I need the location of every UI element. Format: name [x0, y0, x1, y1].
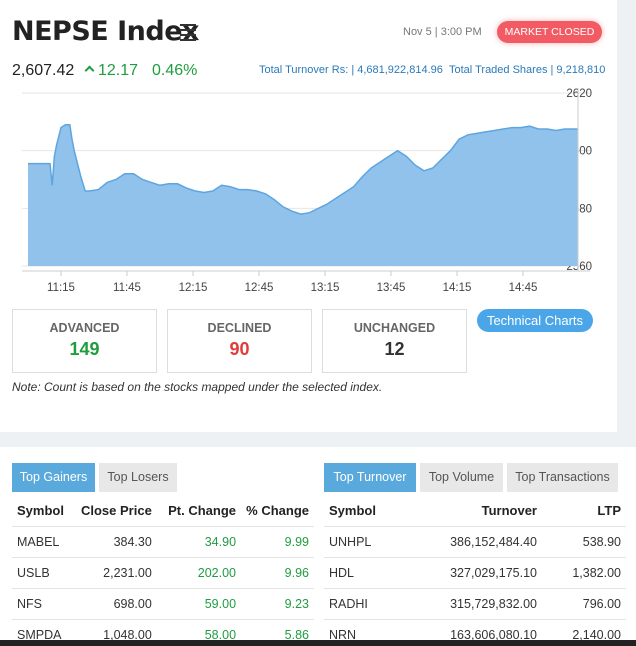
market-date: Nov 5 | 3:00 PM	[403, 26, 482, 38]
column-header[interactable]: Turnover	[404, 495, 542, 527]
index-percent-change: 0.46%	[152, 62, 198, 79]
table-row[interactable]: MABEL 384.30 34.90 9.99	[12, 526, 314, 558]
turnover-summary: Total Turnover Rs: | 4,681,922,814.96 To…	[259, 64, 605, 76]
total-turnover: Total Turnover Rs: | 4,681,922,814.96	[259, 64, 443, 76]
declined-stat: DECLINED 90	[167, 309, 312, 373]
symbol-cell[interactable]: UNHPL	[324, 526, 404, 558]
unchanged-count: 12	[384, 339, 405, 359]
unchanged-stat: UNCHANGED 12	[322, 309, 467, 373]
total-traded-shares: Total Traded Shares | 9,218,810	[449, 64, 606, 76]
top-turnover-table: Symbol Turnover LTP UNHPL 386,152,484.40…	[324, 495, 626, 646]
technical-charts-button[interactable]: Technical Charts	[477, 309, 593, 332]
x-tick-label: 13:15	[311, 282, 340, 294]
line-series	[28, 123, 579, 215]
percent-change-cell: 9.99	[241, 526, 314, 558]
symbol-cell[interactable]: USLB	[12, 557, 76, 589]
tab-top-losers[interactable]: Top Losers	[99, 463, 177, 492]
x-tick-label: 13:45	[377, 282, 406, 294]
close-price-cell: 698.00	[75, 588, 157, 620]
x-tick-label: 11:15	[47, 282, 75, 294]
point-change-cell: 202.00	[156, 557, 242, 589]
column-header[interactable]: Symbol	[12, 495, 76, 527]
table-row[interactable]: HDL 327,029,175.10 1,382.00	[324, 557, 626, 589]
ltp-cell: 538.90	[542, 526, 626, 558]
page-title: NEPSE Index	[12, 16, 199, 47]
taskbar-edge	[0, 640, 636, 646]
tab-top-volume[interactable]: Top Volume	[420, 463, 503, 492]
symbol-cell[interactable]: NFS	[12, 588, 76, 620]
index-change-value: 12.17	[98, 62, 139, 79]
index-note: Note: Count is based on the stocks mappe…	[12, 380, 383, 394]
up-arrow-icon	[84, 65, 95, 76]
column-header[interactable]: Pt. Change	[156, 495, 242, 527]
column-header[interactable]: Close Price	[75, 495, 157, 527]
point-change-cell: 59.00	[156, 588, 242, 620]
x-tick-label: 12:15	[179, 282, 208, 294]
declined-count: 90	[229, 339, 250, 359]
declined-label: DECLINED	[207, 321, 272, 335]
table-header-row: Symbol Turnover LTP	[324, 495, 626, 527]
symbol-cell[interactable]: HDL	[324, 557, 404, 589]
table-header-row: Symbol Close Price Pt. Change % Change	[12, 495, 314, 527]
area-series	[28, 124, 578, 266]
tab-top-gainers[interactable]: Top Gainers	[12, 463, 95, 492]
table-row[interactable]: RADHI 315,729,832.00 796.00	[324, 588, 626, 620]
market-status-badge: MARKET CLOSED	[497, 21, 602, 43]
percent-change-cell: 9.96	[241, 557, 314, 589]
column-header[interactable]: % Change	[241, 495, 314, 527]
x-tick-label: 12:45	[245, 282, 274, 294]
point-change-cell: 34.90	[156, 526, 242, 558]
symbol-cell[interactable]: MABEL	[12, 526, 76, 558]
turnover-cell: 386,152,484.40	[404, 526, 542, 558]
table-row[interactable]: NFS 698.00 59.00 9.23	[12, 588, 314, 620]
turnover-cell: 315,729,832.00	[404, 588, 542, 620]
table-row[interactable]: UNHPL 386,152,484.40 538.90	[324, 526, 626, 558]
tab-top-transactions[interactable]: Top Transactions	[507, 463, 618, 492]
close-price-cell: 2,231.00	[75, 557, 157, 589]
column-header[interactable]: LTP	[542, 495, 626, 527]
table-row[interactable]: USLB 2,231.00 202.00 9.96	[12, 557, 314, 589]
tab-top-turnover[interactable]: Top Turnover	[324, 463, 416, 492]
close-price-cell: 384.30	[75, 526, 157, 558]
x-tick-label: 14:15	[443, 282, 472, 294]
y-tick-label: 2620	[566, 88, 592, 100]
ltp-cell: 1,382.00	[542, 557, 626, 589]
menu-icon[interactable]	[180, 24, 196, 41]
symbol-cell[interactable]: RADHI	[324, 588, 404, 620]
ltp-cell: 796.00	[542, 588, 626, 620]
top-gainers-table: Symbol Close Price Pt. Change % Change M…	[12, 495, 314, 646]
index-change: 12.17	[84, 62, 139, 80]
advanced-label: ADVANCED	[49, 321, 120, 335]
turnover-cell: 327,029,175.10	[404, 557, 542, 589]
x-tick-label: 11:45	[113, 282, 141, 294]
unchanged-label: UNCHANGED	[353, 321, 436, 335]
column-header[interactable]: Symbol	[324, 495, 404, 527]
percent-change-cell: 9.23	[241, 588, 314, 620]
advanced-stat: ADVANCED 149	[12, 309, 157, 373]
advanced-count: 149	[69, 339, 100, 359]
index-value: 2,607.42	[12, 62, 75, 79]
x-tick-label: 14:45	[509, 282, 538, 294]
